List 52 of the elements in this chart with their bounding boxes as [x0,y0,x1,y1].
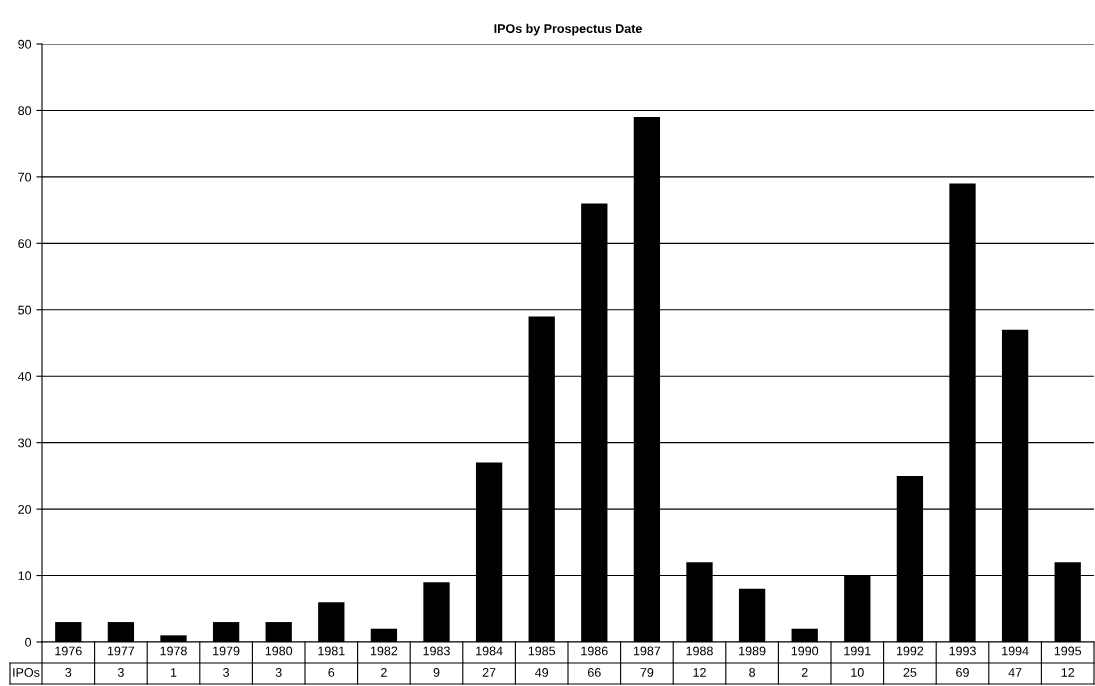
data-label: 12 [1061,668,1075,677]
x-tick-label: 1979 [213,646,240,656]
y-tick-label: 10 [18,571,32,581]
data-label: 3 [275,668,282,677]
x-tick-label: 1995 [1054,646,1082,656]
data-label: 66 [587,668,601,677]
data-label: 1 [170,668,177,677]
x-tick-label: 1986 [581,646,608,656]
data-label: 49 [535,668,549,677]
x-tick-label: 1978 [160,646,187,656]
x-tick-label: 1977 [107,646,135,656]
chart-title: IPOs by Prospectus Date [494,23,642,36]
x-tick-label: 1991 [844,646,871,656]
data-label: 9 [433,668,440,677]
data-label: 2 [381,668,387,677]
x-tick-label: 1989 [739,646,766,656]
data-label: 6 [328,668,335,677]
x-tick-label: 1990 [791,646,819,656]
data-label: 27 [482,668,496,677]
y-tick-label: 80 [18,106,32,116]
data-label: 10 [851,668,864,677]
y-tick-label: 20 [18,504,32,514]
data-label: 12 [693,668,706,677]
y-tick-label: 70 [18,172,32,182]
x-tick-label: 1980 [265,646,293,656]
data-label: 79 [640,668,654,677]
y-tick-label: 50 [18,305,32,315]
y-tick-label: 40 [17,372,32,381]
y-tick-label: 0 [25,637,32,647]
data-label: 3 [223,668,230,677]
x-tick-label: 1987 [633,646,661,656]
y-tick-label: 90 [18,39,32,49]
data-label: 47 [1008,668,1022,677]
x-tick-label: 1994 [1002,646,1029,656]
data-label: 2 [801,668,808,677]
data-label: 69 [956,668,969,677]
x-tick-label: 1993 [949,646,976,656]
x-tick-label: 1984 [476,646,503,656]
x-tick-label: 1985 [528,646,556,656]
x-tick-label: 1976 [55,646,82,656]
x-tick-label: 1981 [318,646,345,656]
x-tick-label: 1992 [896,646,924,656]
y-tick-label: 30 [18,438,32,448]
data-label: 25 [903,668,917,677]
data-label: 3 [117,668,124,677]
x-tick-label: 1982 [370,646,398,656]
data-label: 3 [65,668,72,677]
data-label: 8 [749,668,756,677]
x-tick-label: 1983 [423,646,450,656]
y-tick-label: 60 [18,239,32,248]
legend-label: IPOs [13,668,40,677]
x-tick-label: 1988 [686,646,713,656]
